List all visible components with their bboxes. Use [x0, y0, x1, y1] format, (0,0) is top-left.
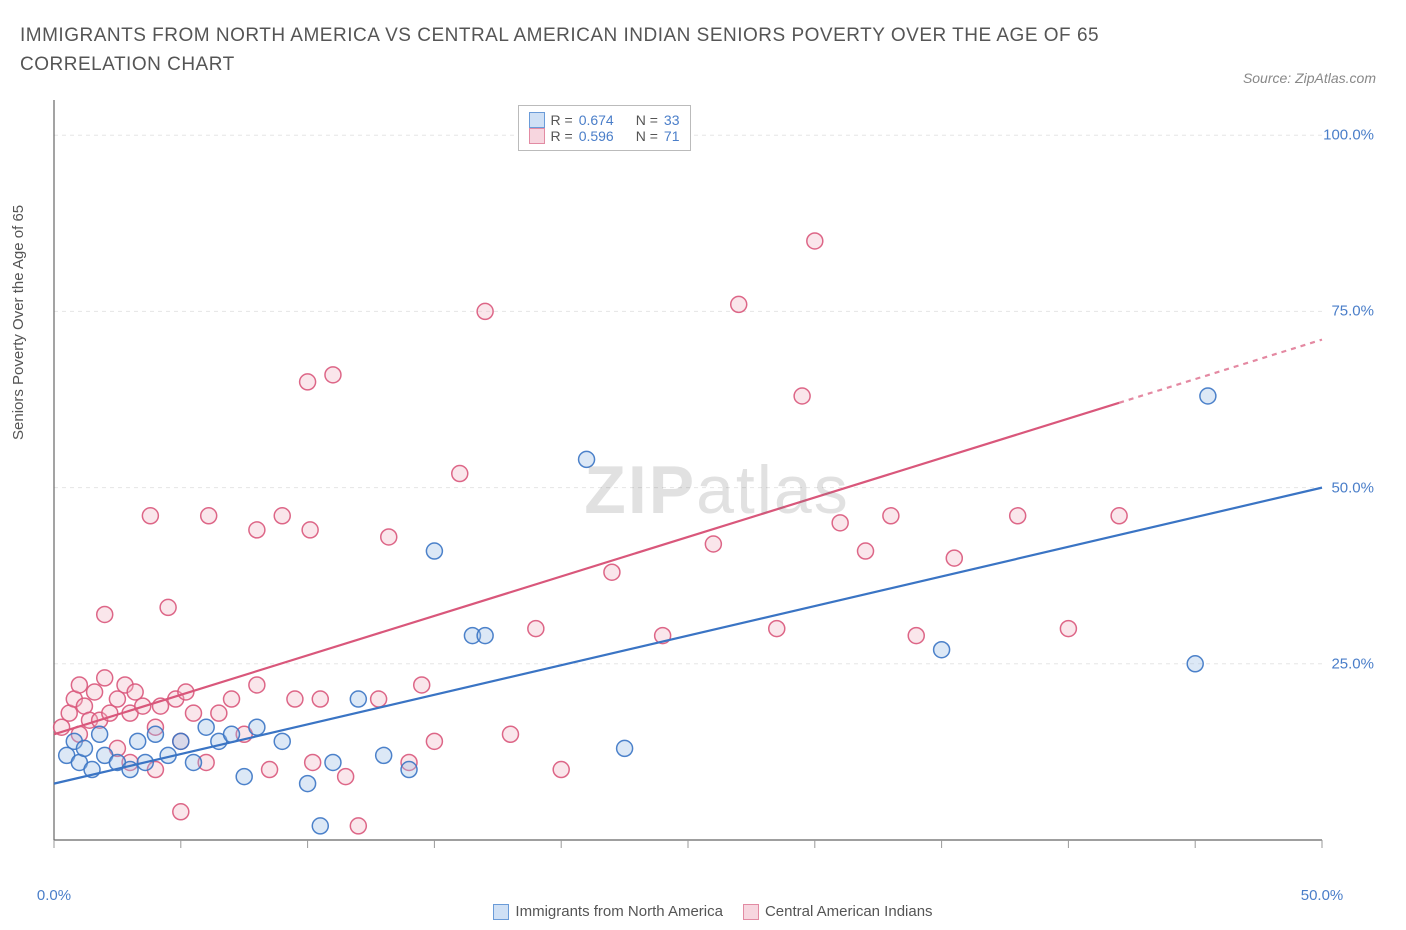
- y-tick-label: 25.0%: [1331, 655, 1374, 672]
- y-tick-label: 75.0%: [1331, 303, 1374, 320]
- correlation-legend: R = 0.674 N = 33 R = 0.596 N = 71: [518, 105, 691, 151]
- legend-r-value: 0.674: [579, 112, 614, 128]
- legend-r-label: R =: [551, 128, 573, 144]
- legend-row: R = 0.596 N = 71: [529, 128, 680, 144]
- y-tick-label: 100.0%: [1323, 127, 1374, 144]
- legend-swatch: [493, 904, 509, 920]
- x-tick-label: 50.0%: [1301, 887, 1344, 904]
- legend-n-label: N =: [636, 112, 658, 128]
- y-tick-label: 50.0%: [1331, 479, 1374, 496]
- y-axis-label: Seniors Poverty Over the Age of 65: [10, 205, 27, 440]
- series-legend: Immigrants from North America Central Ame…: [0, 903, 1406, 920]
- legend-r-value: 0.596: [579, 128, 614, 144]
- legend-series-label: Immigrants from North America: [515, 903, 723, 920]
- legend-swatch: [529, 112, 545, 128]
- chart-title: IMMIGRANTS FROM NORTH AMERICA VS CENTRAL…: [20, 22, 1120, 79]
- chart-area: ZIPatlas R =0.674N =33R =0.596N =71 25.0…: [52, 100, 1382, 880]
- legend-r-label: R =: [551, 112, 573, 128]
- source-label: Source: ZipAtlas.com: [1243, 70, 1376, 86]
- x-tick-label: 0.0%: [37, 887, 71, 904]
- scatter-plot: [52, 100, 1382, 880]
- legend-series-label: Central American Indians: [765, 903, 933, 920]
- legend-swatch: [743, 904, 759, 920]
- legend-n-label: N =: [636, 128, 658, 144]
- legend-n-value: 71: [664, 128, 680, 144]
- legend-swatch: [529, 128, 545, 144]
- legend-row: R = 0.674 N = 33: [529, 112, 680, 128]
- legend-n-value: 33: [664, 112, 680, 128]
